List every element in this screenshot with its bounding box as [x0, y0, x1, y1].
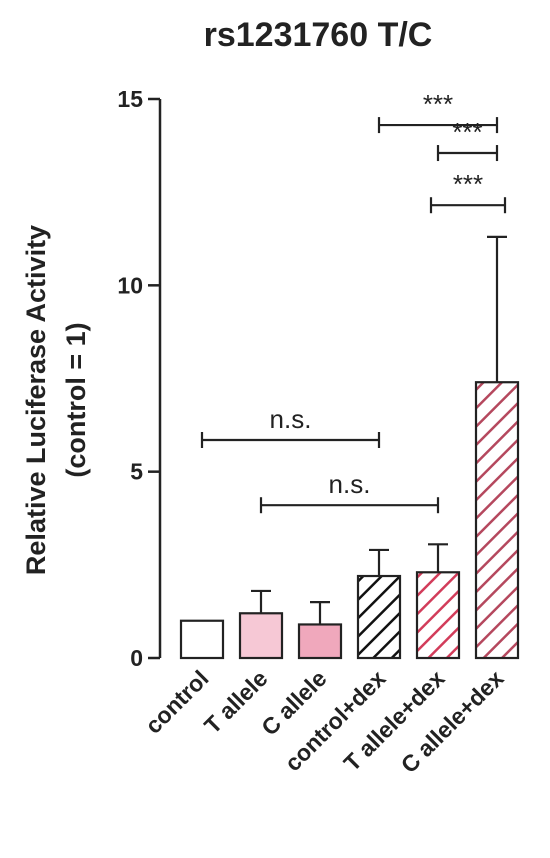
x-category-label: control: [140, 665, 214, 739]
bar-t-allele: [238, 612, 284, 660]
bar-c-allele-dex: [474, 381, 520, 660]
y-tick-label: 5: [130, 459, 143, 485]
chart-title: rs1231760 T/C: [204, 16, 433, 54]
x-category-label: C allele+dex: [396, 665, 509, 778]
significance-label: ***: [452, 117, 482, 147]
y-tick-label: 10: [117, 272, 143, 298]
y-axis-label-line1: Relative Luciferase Activity: [21, 225, 51, 575]
significance-label: n.s.: [329, 469, 371, 499]
y-axis-label-line2: (control = 1): [61, 322, 91, 477]
bar-control-dex: [356, 574, 402, 660]
significance-label: ***: [453, 169, 483, 199]
significance-label: ***: [423, 89, 453, 119]
bar-t-allele-dex: [415, 571, 461, 660]
bar-control: [179, 619, 225, 660]
significance-label: n.s.: [270, 404, 312, 434]
y-tick-label: 15: [117, 86, 143, 112]
y-tick-label: 0: [130, 645, 143, 671]
bar-c-allele: [297, 623, 343, 660]
